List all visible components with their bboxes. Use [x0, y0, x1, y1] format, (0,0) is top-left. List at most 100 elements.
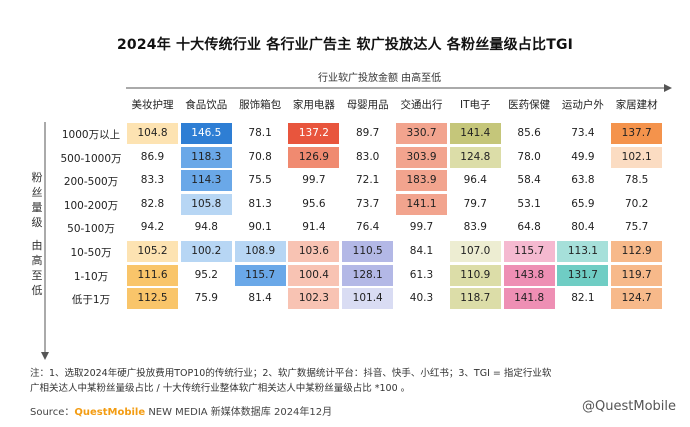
- heatmap-cell: 65.9: [571, 197, 595, 210]
- source-line: Source：QuestMobile NEW MEDIA 新媒体数据库 2024…: [30, 403, 332, 418]
- heatmap-cell: 82.8: [140, 197, 165, 210]
- row-header: 低于1万: [71, 294, 111, 307]
- heatmap-cell: 183.9: [396, 170, 447, 192]
- heatmap-cell: 95.2: [194, 268, 218, 281]
- heatmap-cell: 83.3: [140, 174, 165, 187]
- heatmap-cell: 78.0: [517, 150, 541, 163]
- row-header: 200-500万: [63, 176, 119, 189]
- row-header: 1-10万: [73, 270, 109, 283]
- heatmap-cell: 85.6: [517, 127, 541, 139]
- heatmap-cell: 112.5: [127, 288, 178, 310]
- source-prefix: Source：: [30, 407, 75, 418]
- heatmap-cell: 81.4: [248, 292, 272, 305]
- row-header: 500-1000万: [60, 152, 122, 165]
- column-header: 家用电器: [292, 99, 335, 111]
- heatmap-cell: 105.8: [180, 193, 232, 215]
- heatmap-cell: 108.9: [234, 241, 286, 262]
- heatmap-cell: 76.4: [355, 221, 380, 234]
- heatmap-cell: 83.0: [355, 150, 380, 163]
- heatmap-cell: 141.4: [449, 123, 501, 144]
- heatmap-cell: 64.8: [517, 221, 541, 234]
- heatmap-cell: 118.3: [180, 146, 232, 168]
- heatmap-cell: 63.8: [571, 174, 595, 187]
- heatmap-cell: 94.8: [194, 221, 218, 234]
- heatmap-cell: 70.8: [248, 150, 272, 163]
- heatmap-cell: 113.1: [557, 241, 609, 262]
- heatmap-cell: 110.9: [449, 264, 501, 286]
- heatmap-cell: 84.1: [409, 245, 434, 257]
- heatmap-cell: 75.9: [194, 292, 218, 305]
- heatmap-cell: 72.1: [355, 174, 380, 187]
- row-header: 100-200万: [63, 199, 119, 212]
- heatmap-cell: 110.5: [342, 241, 394, 262]
- heatmap-cell: 104.8: [127, 123, 178, 144]
- heatmap-cell: 86.9: [140, 150, 165, 163]
- heatmap-cell: 83.9: [463, 221, 487, 234]
- heatmap-cell: 40.3: [409, 292, 434, 305]
- heatmap-cell: 53.1: [517, 197, 541, 210]
- heatmap-cell: 111.6: [127, 264, 178, 286]
- heatmap-cell: 81.3: [248, 197, 272, 210]
- source-brand: QuestMobile: [74, 407, 146, 418]
- heatmap-cell: 101.4: [342, 288, 394, 310]
- x-axis-arrow-head: [664, 84, 672, 92]
- heatmap-cell: 73.7: [355, 197, 380, 210]
- watermark: @QuestMobile: [582, 399, 676, 414]
- heatmap-cell: 103.6: [288, 241, 340, 262]
- heatmap-cell: 107.0: [449, 241, 501, 262]
- heatmap-cell: 303.9: [396, 146, 447, 168]
- column-header: 医药保健: [508, 99, 551, 111]
- row-header: 10-50万: [70, 247, 112, 259]
- heatmap-cell: 73.4: [571, 127, 595, 139]
- heatmap-cell: 141.8: [503, 288, 555, 310]
- heatmap-cell: 137.2: [288, 123, 340, 144]
- heatmap-cell: 58.4: [517, 174, 541, 187]
- x-axis-label: 行业软广投放金额 由高至低: [318, 73, 442, 84]
- column-header: 运动户外: [561, 99, 604, 111]
- heatmap-cell: 49.9: [571, 150, 595, 163]
- heatmap-cell: 124.8: [449, 146, 501, 168]
- heatmap-cell: 141.1: [396, 193, 447, 215]
- heatmap-cell: 99.7: [302, 174, 326, 187]
- heatmap-cell: 330.7: [396, 123, 447, 144]
- heatmap-cell: 82.1: [571, 292, 595, 305]
- row-header: 50-100万: [67, 223, 115, 236]
- heatmap-cell: 115.7: [503, 241, 555, 262]
- heatmap-cell: 78.1: [248, 127, 272, 139]
- note-line-2: 广相关达人中某粉丝量级占比 / 十大传统行业整体软广相关达人中某粉丝量级占比 *…: [30, 383, 411, 394]
- heatmap-cell: 100.4: [288, 264, 340, 286]
- heatmap-cell: 79.7: [463, 197, 487, 210]
- heatmap-cell: 102.1: [611, 146, 663, 168]
- heatmap-cell: 112.9: [611, 241, 663, 262]
- heatmap-cell: 91.4: [302, 221, 326, 234]
- heatmap-cell: 115.7: [234, 264, 286, 286]
- heatmap-cell: 75.7: [624, 221, 649, 234]
- source-rest: NEW MEDIA 新媒体数据库 2024年12月: [148, 407, 333, 418]
- column-header: 服饰箱包: [239, 99, 282, 111]
- heatmap-cell: 124.7: [611, 288, 663, 310]
- heatmap-cell: 114.3: [180, 170, 232, 192]
- heatmap-cell: 78.5: [624, 174, 649, 187]
- heatmap-cell: 61.3: [409, 268, 434, 281]
- column-header: 母婴用品: [346, 99, 389, 111]
- heatmap-cell: 70.2: [624, 197, 649, 210]
- chart-title: 2024年 十大传统行业 各行业广告主 软广投放达人 各粉丝量级占比TGI: [116, 37, 574, 53]
- heatmap-cell: 119.7: [611, 264, 663, 286]
- y-axis-arrow-head: [41, 352, 49, 360]
- heatmap-cell: 94.2: [140, 221, 165, 234]
- heatmap-cell: 96.4: [463, 174, 487, 187]
- note-line-1: 注：1、选取2024年硬广投放费用TOP10的传统行业；2、软广数据统计平台：抖…: [30, 368, 552, 379]
- heatmap-cell: 146.5: [180, 123, 232, 144]
- heatmap-cell: 131.7: [557, 264, 609, 286]
- y-axis-label-order: 由高至低: [31, 239, 43, 297]
- heatmap-cell: 102.3: [288, 288, 340, 310]
- heatmap-cell: 105.2: [127, 241, 178, 262]
- y-axis-label-fans: 粉丝量级: [31, 171, 43, 229]
- heatmap-cell: 143.8: [503, 264, 555, 286]
- column-header: 食品饮品: [185, 99, 228, 111]
- heatmap-cell: 100.2: [180, 241, 232, 262]
- column-header: IT电子: [460, 99, 491, 111]
- heatmap-cell: 75.5: [248, 174, 272, 187]
- column-header: 家居建材: [615, 99, 658, 111]
- heatmap-cell: 89.7: [355, 127, 380, 139]
